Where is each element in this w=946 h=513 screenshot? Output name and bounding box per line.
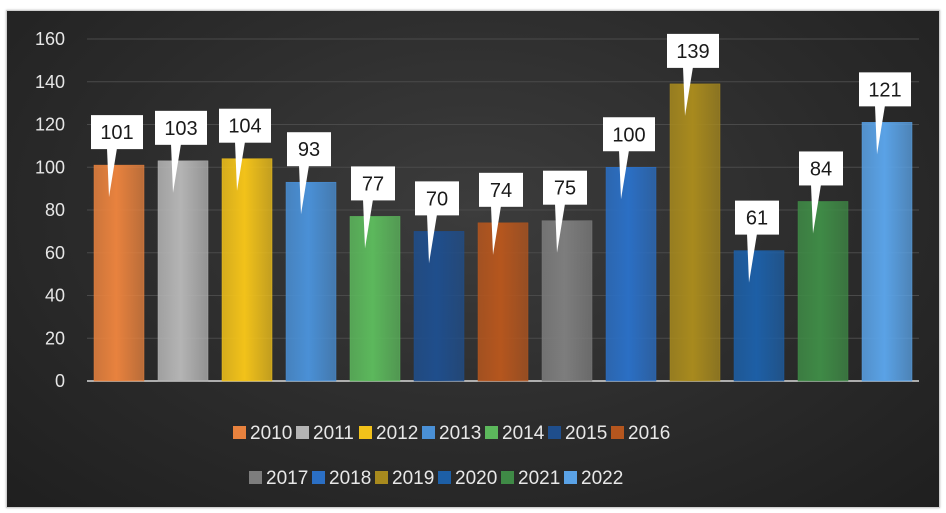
bar-2019 [669, 83, 721, 382]
data-label-pointer-2012 [235, 141, 245, 191]
legend-swatch-2017 [249, 471, 262, 484]
chart-area: 0 20 40 60 80 100 120 140 160 101 103 104 93 77 70 74 75… [6, 10, 940, 508]
bar-2021 [797, 201, 849, 382]
legend-label-2012: 2012 [376, 423, 418, 444]
data-label-pointer-2021 [811, 184, 821, 234]
data-label-box-2020 [735, 200, 779, 235]
y-tick-label: 80 [45, 200, 65, 220]
bar-2011 [157, 160, 209, 382]
legend-swatch-2011 [296, 426, 309, 439]
data-label-pointer-2020 [747, 233, 757, 283]
data-label-pointer-2010 [107, 148, 117, 198]
data-label-pointer-2015 [427, 214, 437, 264]
y-tick-label: 0 [55, 371, 65, 391]
bar-2012 [221, 158, 273, 382]
data-label-2020: 61 [746, 208, 768, 230]
legend-label-2019: 2019 [392, 468, 434, 489]
data-label-pointer-2018 [619, 150, 629, 200]
bar-2022 [861, 122, 913, 382]
data-label-pointer-2011 [171, 143, 181, 193]
y-tick-label: 160 [35, 29, 65, 49]
data-label-2016: 74 [490, 180, 512, 202]
data-label-box-2011 [155, 110, 207, 145]
legend-label-2018: 2018 [329, 468, 371, 489]
legend-label-2011: 2011 [313, 423, 354, 444]
legend-swatch-2012 [359, 426, 372, 439]
data-label-pointer-2022 [875, 105, 885, 155]
data-label-pointer-2014 [363, 199, 373, 249]
data-label-2021: 84 [810, 158, 832, 180]
data-label-box-2015 [415, 181, 459, 216]
legend-label-2013: 2013 [439, 423, 481, 444]
bar-2018 [605, 167, 657, 382]
legend-label-2014: 2014 [502, 423, 545, 444]
data-label-2014: 77 [362, 173, 384, 195]
data-label-pointer-2017 [555, 203, 565, 253]
y-tick-label: 120 [35, 115, 65, 135]
legend-swatch-2019 [375, 471, 388, 484]
legend-swatch-2020 [438, 471, 451, 484]
data-label-2017: 75 [554, 178, 576, 200]
y-tick-label: 40 [45, 286, 65, 306]
data-label-2011: 103 [164, 118, 197, 140]
bar-chart: 0 20 40 60 80 100 120 140 160 101 103 104 93 77 70 74 75… [35, 29, 919, 489]
data-label-pointer-2013 [299, 165, 309, 215]
legend-label-2016: 2016 [628, 423, 670, 444]
legend-swatch-2016 [611, 426, 624, 439]
legend-swatch-2010 [233, 426, 246, 439]
data-label-box-2019 [667, 33, 719, 68]
data-label-pointer-2016 [491, 205, 501, 255]
data-label-box-2010 [91, 115, 143, 150]
data-label-box-2017 [543, 170, 587, 205]
bar-2010 [93, 164, 145, 382]
legend-label-2010: 2010 [250, 423, 292, 444]
data-label-2022: 121 [868, 79, 901, 101]
data-label-2010: 101 [100, 122, 133, 144]
legend-label-2015: 2015 [565, 423, 607, 444]
legend-label-2021: 2021 [518, 468, 560, 489]
bar-2017 [541, 220, 593, 382]
data-label-2013: 93 [298, 139, 320, 161]
legend-label-2020: 2020 [455, 468, 497, 489]
data-label-box-2021 [799, 151, 843, 186]
data-label-2019: 139 [676, 41, 709, 63]
bar-2016 [477, 222, 529, 382]
y-tick-label: 60 [45, 243, 65, 263]
legend-swatch-2015 [548, 426, 561, 439]
data-label-box-2012 [219, 108, 271, 143]
legend-swatch-2021 [501, 471, 514, 484]
bar-2015 [413, 231, 465, 382]
y-tick-label: 20 [45, 328, 65, 348]
bar-2014 [349, 216, 401, 382]
legend-swatch-2018 [312, 471, 325, 484]
data-label-box-2016 [479, 172, 523, 207]
data-label-box-2018 [603, 117, 655, 152]
legend-label-2017: 2017 [266, 468, 308, 489]
data-label-box-2014 [351, 166, 395, 201]
data-label-2012: 104 [228, 116, 261, 138]
data-label-2018: 100 [612, 124, 645, 146]
legend-swatch-2022 [564, 471, 577, 484]
legend-label-2022: 2022 [581, 468, 623, 489]
data-label-box-2022 [859, 72, 911, 107]
bar-2013 [285, 181, 337, 382]
legend-swatch-2014 [485, 426, 498, 439]
data-label-2015: 70 [426, 188, 448, 210]
data-label-box-2013 [287, 132, 331, 167]
data-label-pointer-2019 [683, 66, 693, 116]
y-tick-label: 140 [35, 72, 65, 92]
y-tick-label: 100 [35, 157, 65, 177]
bar-2020 [733, 250, 785, 382]
legend-swatch-2013 [422, 426, 435, 439]
